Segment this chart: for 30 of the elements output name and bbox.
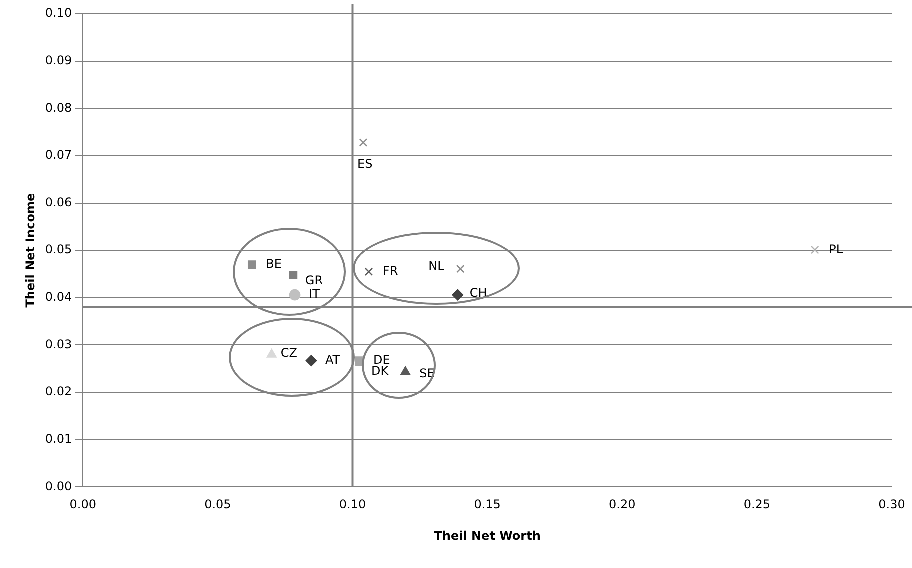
y-axis-title: Theil Net Income	[23, 193, 38, 308]
x-axis-title: Theil Net Worth	[434, 528, 541, 543]
y-tick-label: 0.07	[45, 148, 72, 162]
y-tick-label: 0.09	[45, 53, 72, 68]
series-label: CZ	[280, 346, 298, 360]
x-tick-label: 0.30	[878, 498, 906, 512]
series-label: IT	[309, 287, 321, 302]
series-label: GR	[305, 273, 324, 288]
series-label: BE	[266, 256, 282, 271]
series-label: PL	[829, 242, 844, 256]
x-tick-label: 0.00	[70, 498, 96, 512]
x-tick-label: 0.05	[204, 498, 232, 512]
y-tick-label: 0.01	[45, 432, 72, 446]
y-tick-label: 0.04	[45, 290, 72, 304]
series-label: ES	[358, 156, 373, 171]
x-tick-label: 0.15	[474, 498, 501, 512]
x-tick-label: 0.20	[609, 498, 636, 512]
series-label: NL	[428, 259, 445, 274]
y-tick-label: 0.08	[45, 100, 72, 115]
x-tick-label: 0.10	[339, 498, 366, 512]
x-tick-label: 0.25	[744, 498, 771, 512]
y-tick-label: 0.05	[45, 242, 72, 257]
y-tick-label: 0.03	[45, 337, 72, 352]
y-tick-label: 0.06	[45, 195, 72, 210]
series-label: FR	[382, 264, 398, 278]
y-tick-label: 0.02	[45, 384, 72, 399]
y-tick-label: 0.10	[45, 6, 72, 20]
series-label: AT	[325, 352, 341, 367]
series-label: CH	[470, 286, 488, 300]
y-tick-label: 0.00	[45, 479, 72, 494]
